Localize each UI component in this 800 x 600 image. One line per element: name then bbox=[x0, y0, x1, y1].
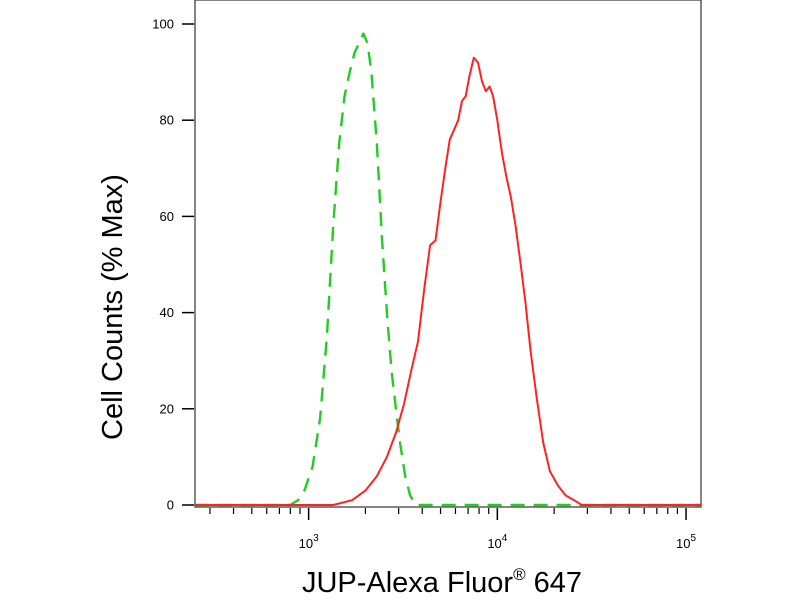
y-tick-label: 20 bbox=[160, 401, 174, 416]
x-axis: 103 104 105 bbox=[209, 508, 697, 551]
y-axis-title: Cell Counts (% Max) bbox=[97, 174, 129, 440]
x-tick-label: 103 bbox=[299, 533, 319, 551]
series-line-red-solid bbox=[195, 56, 701, 506]
y-tick-label: 80 bbox=[160, 113, 174, 128]
x-axis-title: JUP-Alexa Fluor® 647 bbox=[302, 565, 582, 599]
y-tick-label: 60 bbox=[160, 209, 174, 224]
x-axis-title-main: JUP-Alexa Fluor bbox=[302, 567, 513, 599]
x-axis-title-superscript: ® bbox=[513, 565, 526, 584]
x-tick-label: 104 bbox=[487, 533, 507, 551]
plot-frame bbox=[194, 0, 702, 508]
series-line-green-dashed bbox=[195, 32, 701, 507]
y-axis: 0 20 40 60 80 100 bbox=[152, 17, 194, 513]
x-axis-title-suffix: 647 bbox=[526, 567, 582, 599]
series-layer bbox=[195, 32, 701, 507]
y-tick-label: 0 bbox=[167, 498, 174, 513]
y-tick-label: 40 bbox=[160, 305, 174, 320]
x-tick-label: 105 bbox=[676, 533, 696, 551]
y-tick-label: 100 bbox=[152, 17, 174, 32]
